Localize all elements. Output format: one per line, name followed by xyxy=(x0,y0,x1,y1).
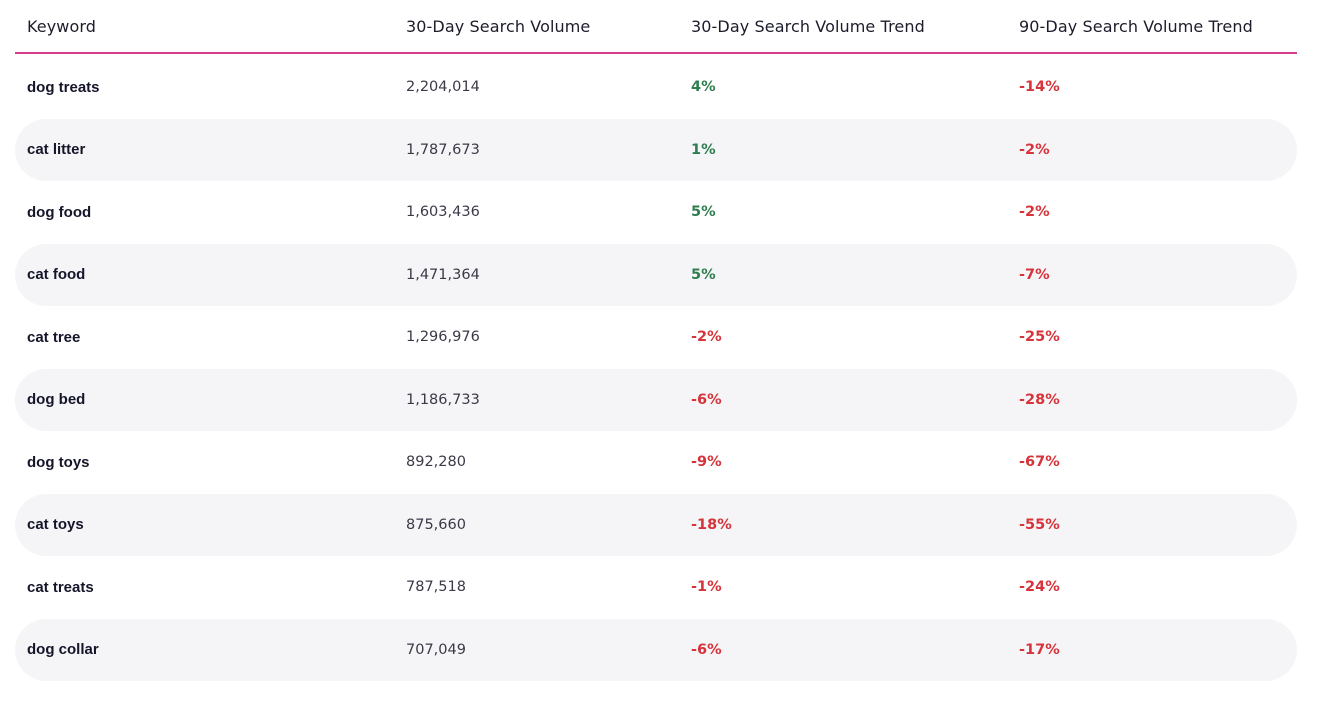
cell-keyword: dog toys xyxy=(27,453,90,471)
cell-volume: 1,186,733 xyxy=(406,391,480,408)
cell-volume: 707,049 xyxy=(406,641,466,658)
cell-trend-90-day: -67% xyxy=(1019,454,1060,471)
cell-keyword: dog treats xyxy=(27,78,100,96)
cell-trend-90-day: -55% xyxy=(1019,516,1060,533)
header-trend-30-day[interactable]: 30-Day Search Volume Trend xyxy=(691,16,925,36)
cell-volume: 892,280 xyxy=(406,454,466,471)
cell-volume: 787,518 xyxy=(406,579,466,596)
cell-trend-30-day: -2% xyxy=(691,329,722,346)
cell-trend-30-day: 4% xyxy=(691,79,716,96)
cell-keyword: cat treats xyxy=(27,578,94,596)
cell-keyword: cat litter xyxy=(27,141,86,159)
cell-volume: 875,660 xyxy=(406,516,466,533)
cell-trend-90-day: -2% xyxy=(1019,204,1050,221)
cell-trend-30-day: 1% xyxy=(691,141,716,158)
cell-keyword: dog food xyxy=(27,203,92,221)
table-body: dog treats 2,204,014 4% -14% cat litter 1,787… xyxy=(15,56,1297,681)
cell-trend-90-day: -17% xyxy=(1019,641,1060,658)
cell-trend-90-day: -25% xyxy=(1019,329,1060,346)
cell-keyword: dog collar xyxy=(27,641,99,659)
cell-trend-90-day: -7% xyxy=(1019,266,1050,283)
table-header: Keyword 30-Day Search Volume 30-Day Sear… xyxy=(15,0,1297,54)
cell-trend-30-day: 5% xyxy=(691,266,716,283)
cell-trend-30-day: -6% xyxy=(691,641,722,658)
table-row: dog toys 892,280 -9% -67% xyxy=(15,431,1297,494)
header-trend-90-day[interactable]: 90-Day Search Volume Trend xyxy=(1019,16,1253,36)
cell-trend-90-day: -2% xyxy=(1019,141,1050,158)
cell-volume: 1,296,976 xyxy=(406,329,480,346)
table-row: cat litter 1,787,673 1% -2% xyxy=(15,118,1297,181)
cell-trend-30-day: 5% xyxy=(691,204,716,221)
cell-volume: 1,603,436 xyxy=(406,204,480,221)
cell-keyword: cat toys xyxy=(27,516,84,534)
table-row: dog treats 2,204,014 4% -14% xyxy=(15,56,1297,119)
header-keyword[interactable]: Keyword xyxy=(27,16,97,36)
cell-volume: 1,787,673 xyxy=(406,141,480,158)
cell-trend-30-day: -6% xyxy=(691,391,722,408)
table-row: cat toys 875,660 -18% -55% xyxy=(15,493,1297,556)
cell-trend-90-day: -28% xyxy=(1019,391,1060,408)
table-row: dog bed 1,186,733 -6% -28% xyxy=(15,368,1297,431)
cell-keyword: cat tree xyxy=(27,328,81,346)
cell-trend-90-day: -14% xyxy=(1019,79,1060,96)
keyword-table: Keyword 30-Day Search Volume 30-Day Sear… xyxy=(15,0,1297,681)
cell-keyword: dog bed xyxy=(27,391,86,409)
cell-trend-30-day: -1% xyxy=(691,579,722,596)
header-volume[interactable]: 30-Day Search Volume xyxy=(406,16,591,36)
cell-volume: 1,471,364 xyxy=(406,266,480,283)
table-row: cat food 1,471,364 5% -7% xyxy=(15,243,1297,306)
cell-volume: 2,204,014 xyxy=(406,79,480,96)
cell-keyword: cat food xyxy=(27,266,86,284)
table-row: cat treats 787,518 -1% -24% xyxy=(15,556,1297,619)
cell-trend-90-day: -24% xyxy=(1019,579,1060,596)
table-row: dog collar 707,049 -6% -17% xyxy=(15,618,1297,681)
cell-trend-30-day: -9% xyxy=(691,454,722,471)
table-row: dog food 1,603,436 5% -2% xyxy=(15,181,1297,244)
table-row: cat tree 1,296,976 -2% -25% xyxy=(15,306,1297,369)
cell-trend-30-day: -18% xyxy=(691,516,732,533)
